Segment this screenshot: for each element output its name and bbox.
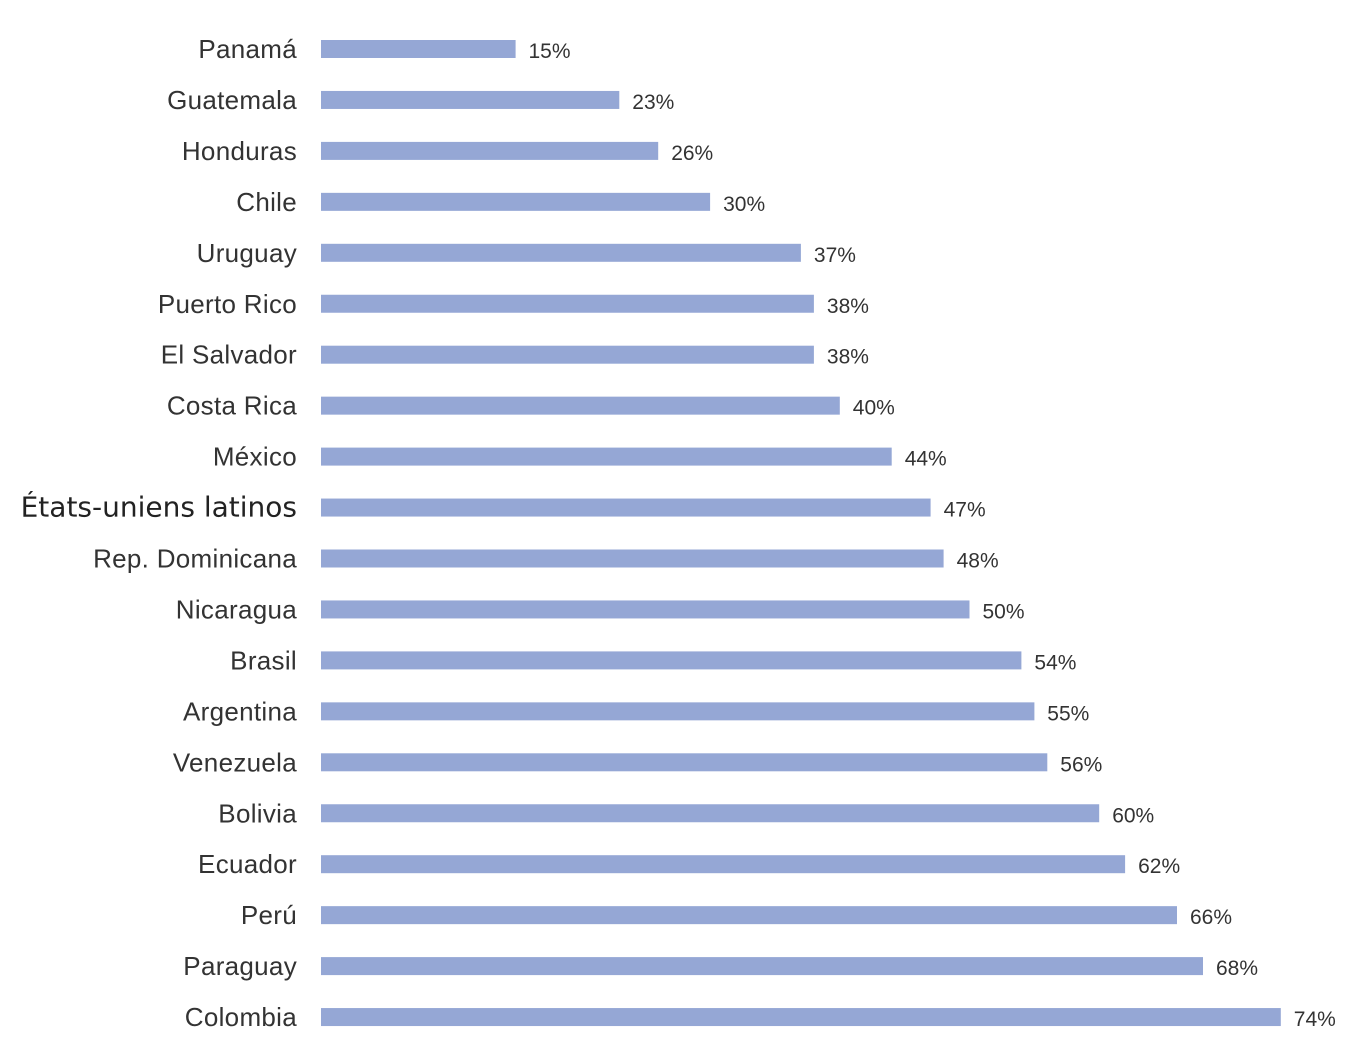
value-label-peru: 66% xyxy=(1190,906,1232,929)
category-label-el-salvador: El Salvador xyxy=(161,340,297,370)
category-label-chile: Chile xyxy=(236,187,297,217)
bar-honduras xyxy=(321,141,659,160)
bar-colombia xyxy=(321,1008,1281,1027)
value-label-nicaragua: 50% xyxy=(983,600,1025,623)
value-label-venezuela: 56% xyxy=(1060,753,1102,776)
value-label-ecuador: 62% xyxy=(1138,855,1180,878)
category-labels: Panamá Guatemala Honduras Chile Uruguay Puert… xyxy=(21,34,297,1032)
bar-venezuela xyxy=(321,753,1048,772)
category-label-honduras: Honduras xyxy=(182,136,297,166)
value-label-etats-uniens-latinos: 47% xyxy=(944,499,986,522)
bar-peru xyxy=(321,906,1177,925)
bar-uruguay xyxy=(321,243,801,262)
value-label-bolivia: 60% xyxy=(1112,804,1154,827)
category-label-puerto-rico: Puerto Rico xyxy=(158,289,297,319)
category-label-panama: Panamá xyxy=(198,34,297,64)
bar-nicaragua xyxy=(321,600,970,619)
bars xyxy=(321,40,1281,1027)
bar-paraguay xyxy=(321,957,1203,976)
bar-chile xyxy=(321,192,711,211)
value-label-guatemala: 23% xyxy=(632,91,674,114)
category-label-colombia: Colombia xyxy=(185,1002,297,1032)
category-label-etats-uniens-latinos: États-uniens latinos xyxy=(21,490,297,524)
value-label-uruguay: 37% xyxy=(814,244,856,267)
value-label-argentina: 55% xyxy=(1047,702,1089,725)
bar-costa-rica xyxy=(321,396,840,415)
bar-bolivia xyxy=(321,804,1100,823)
category-label-venezuela: Venezuela xyxy=(173,747,297,777)
bar-brasil xyxy=(321,651,1022,670)
bar-ecuador xyxy=(321,855,1126,874)
category-label-ecuador: Ecuador xyxy=(198,849,297,879)
value-label-honduras: 26% xyxy=(671,142,713,165)
bar-rep-dominicana xyxy=(321,549,944,568)
bar-guatemala xyxy=(321,90,620,109)
bar-el-salvador xyxy=(321,345,814,364)
category-label-guatemala: Guatemala xyxy=(167,85,297,115)
value-label-mexico: 44% xyxy=(905,448,947,471)
category-label-costa-rica: Costa Rica xyxy=(167,391,297,421)
bar-mexico xyxy=(321,447,892,466)
value-label-chile: 30% xyxy=(723,193,765,216)
bar-etats-uniens-latinos xyxy=(321,498,931,517)
category-label-uruguay: Uruguay xyxy=(197,238,297,268)
value-label-colombia: 74% xyxy=(1294,1008,1336,1031)
bar-panama xyxy=(321,40,516,58)
category-label-peru: Perú xyxy=(241,900,297,930)
value-label-el-salvador: 38% xyxy=(827,346,869,369)
value-label-rep-dominicana: 48% xyxy=(957,550,999,573)
category-label-mexico: México xyxy=(213,442,297,472)
value-label-costa-rica: 40% xyxy=(853,397,895,420)
value-label-panama: 15% xyxy=(529,40,571,63)
value-labels: 15% 23% 26% 30% 37% 38% 38% 40% 44% 47% 48% 50% 54% 5… xyxy=(529,40,1336,1031)
category-label-brasil: Brasil xyxy=(230,645,297,675)
value-label-puerto-rico: 38% xyxy=(827,295,869,318)
value-label-paraguay: 68% xyxy=(1216,957,1258,980)
category-label-bolivia: Bolivia xyxy=(218,798,297,828)
category-label-rep-dominicana: Rep. Dominicana xyxy=(93,544,297,574)
category-label-argentina: Argentina xyxy=(183,696,297,726)
bar-puerto-rico xyxy=(321,294,814,313)
bar-argentina xyxy=(321,702,1035,721)
category-label-nicaragua: Nicaragua xyxy=(176,594,297,624)
category-label-paraguay: Paraguay xyxy=(183,951,297,981)
value-label-brasil: 54% xyxy=(1034,651,1076,674)
